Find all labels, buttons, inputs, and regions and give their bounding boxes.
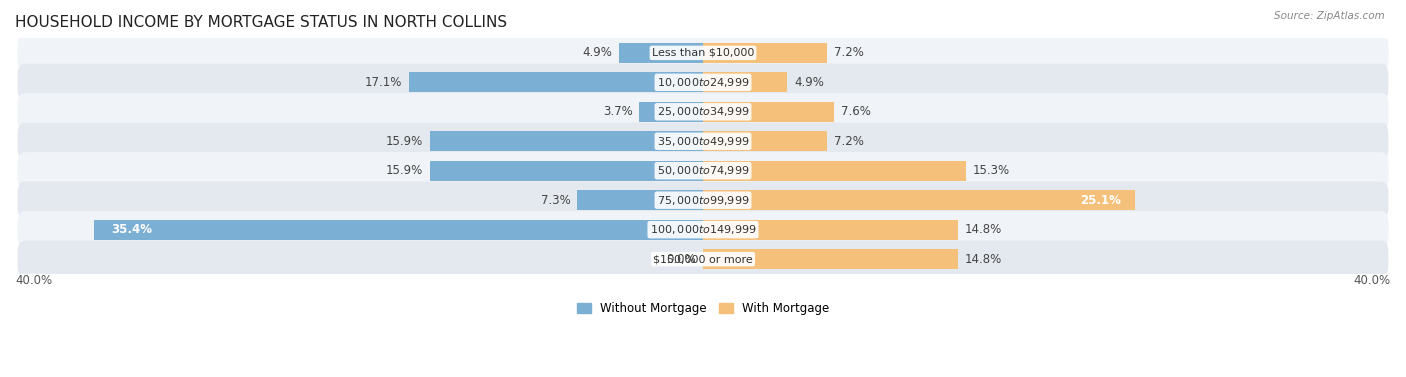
Text: 25.1%: 25.1%	[1080, 194, 1121, 207]
FancyBboxPatch shape	[18, 152, 1388, 189]
FancyBboxPatch shape	[18, 34, 1388, 71]
Text: HOUSEHOLD INCOME BY MORTGAGE STATUS IN NORTH COLLINS: HOUSEHOLD INCOME BY MORTGAGE STATUS IN N…	[15, 15, 508, 30]
FancyBboxPatch shape	[18, 64, 1388, 101]
FancyBboxPatch shape	[18, 182, 1388, 219]
Text: 0.0%: 0.0%	[666, 253, 696, 266]
Text: $10,000 to $24,999: $10,000 to $24,999	[657, 76, 749, 89]
Text: 15.9%: 15.9%	[385, 164, 423, 177]
Text: 4.9%: 4.9%	[794, 76, 824, 89]
Bar	[703, 102, 834, 122]
Bar	[429, 161, 703, 181]
Bar	[409, 72, 703, 92]
Text: 7.6%: 7.6%	[841, 105, 870, 118]
Text: 40.0%: 40.0%	[1354, 274, 1391, 287]
Text: 40.0%: 40.0%	[15, 274, 52, 287]
Text: Less than $10,000: Less than $10,000	[652, 48, 754, 58]
Bar	[703, 161, 966, 181]
Text: 3.7%: 3.7%	[603, 105, 633, 118]
Text: 7.2%: 7.2%	[834, 46, 863, 59]
Text: 15.9%: 15.9%	[385, 135, 423, 148]
Bar	[703, 72, 787, 92]
Text: 35.4%: 35.4%	[111, 223, 152, 236]
Text: 15.3%: 15.3%	[973, 164, 1010, 177]
Text: $25,000 to $34,999: $25,000 to $34,999	[657, 105, 749, 118]
Text: $50,000 to $74,999: $50,000 to $74,999	[657, 164, 749, 177]
Bar	[703, 220, 957, 240]
Bar	[619, 43, 703, 63]
Text: 7.3%: 7.3%	[541, 194, 571, 207]
Bar	[429, 131, 703, 151]
Text: 14.8%: 14.8%	[965, 253, 1001, 266]
Bar	[703, 43, 827, 63]
Text: 7.2%: 7.2%	[834, 135, 863, 148]
Text: 17.1%: 17.1%	[364, 76, 402, 89]
Text: $35,000 to $49,999: $35,000 to $49,999	[657, 135, 749, 148]
Bar	[703, 131, 827, 151]
Bar	[703, 190, 1135, 210]
Bar	[703, 249, 957, 269]
Bar	[640, 102, 703, 122]
Bar	[578, 190, 703, 210]
Text: 4.9%: 4.9%	[582, 46, 612, 59]
Text: $100,000 to $149,999: $100,000 to $149,999	[650, 223, 756, 236]
FancyBboxPatch shape	[18, 211, 1388, 248]
Legend: Without Mortgage, With Mortgage: Without Mortgage, With Mortgage	[572, 297, 834, 320]
Bar	[94, 220, 703, 240]
Text: 14.8%: 14.8%	[965, 223, 1001, 236]
Text: $75,000 to $99,999: $75,000 to $99,999	[657, 194, 749, 207]
FancyBboxPatch shape	[18, 241, 1388, 278]
FancyBboxPatch shape	[18, 93, 1388, 130]
Text: Source: ZipAtlas.com: Source: ZipAtlas.com	[1274, 11, 1385, 21]
FancyBboxPatch shape	[18, 123, 1388, 160]
Text: $150,000 or more: $150,000 or more	[654, 254, 752, 264]
